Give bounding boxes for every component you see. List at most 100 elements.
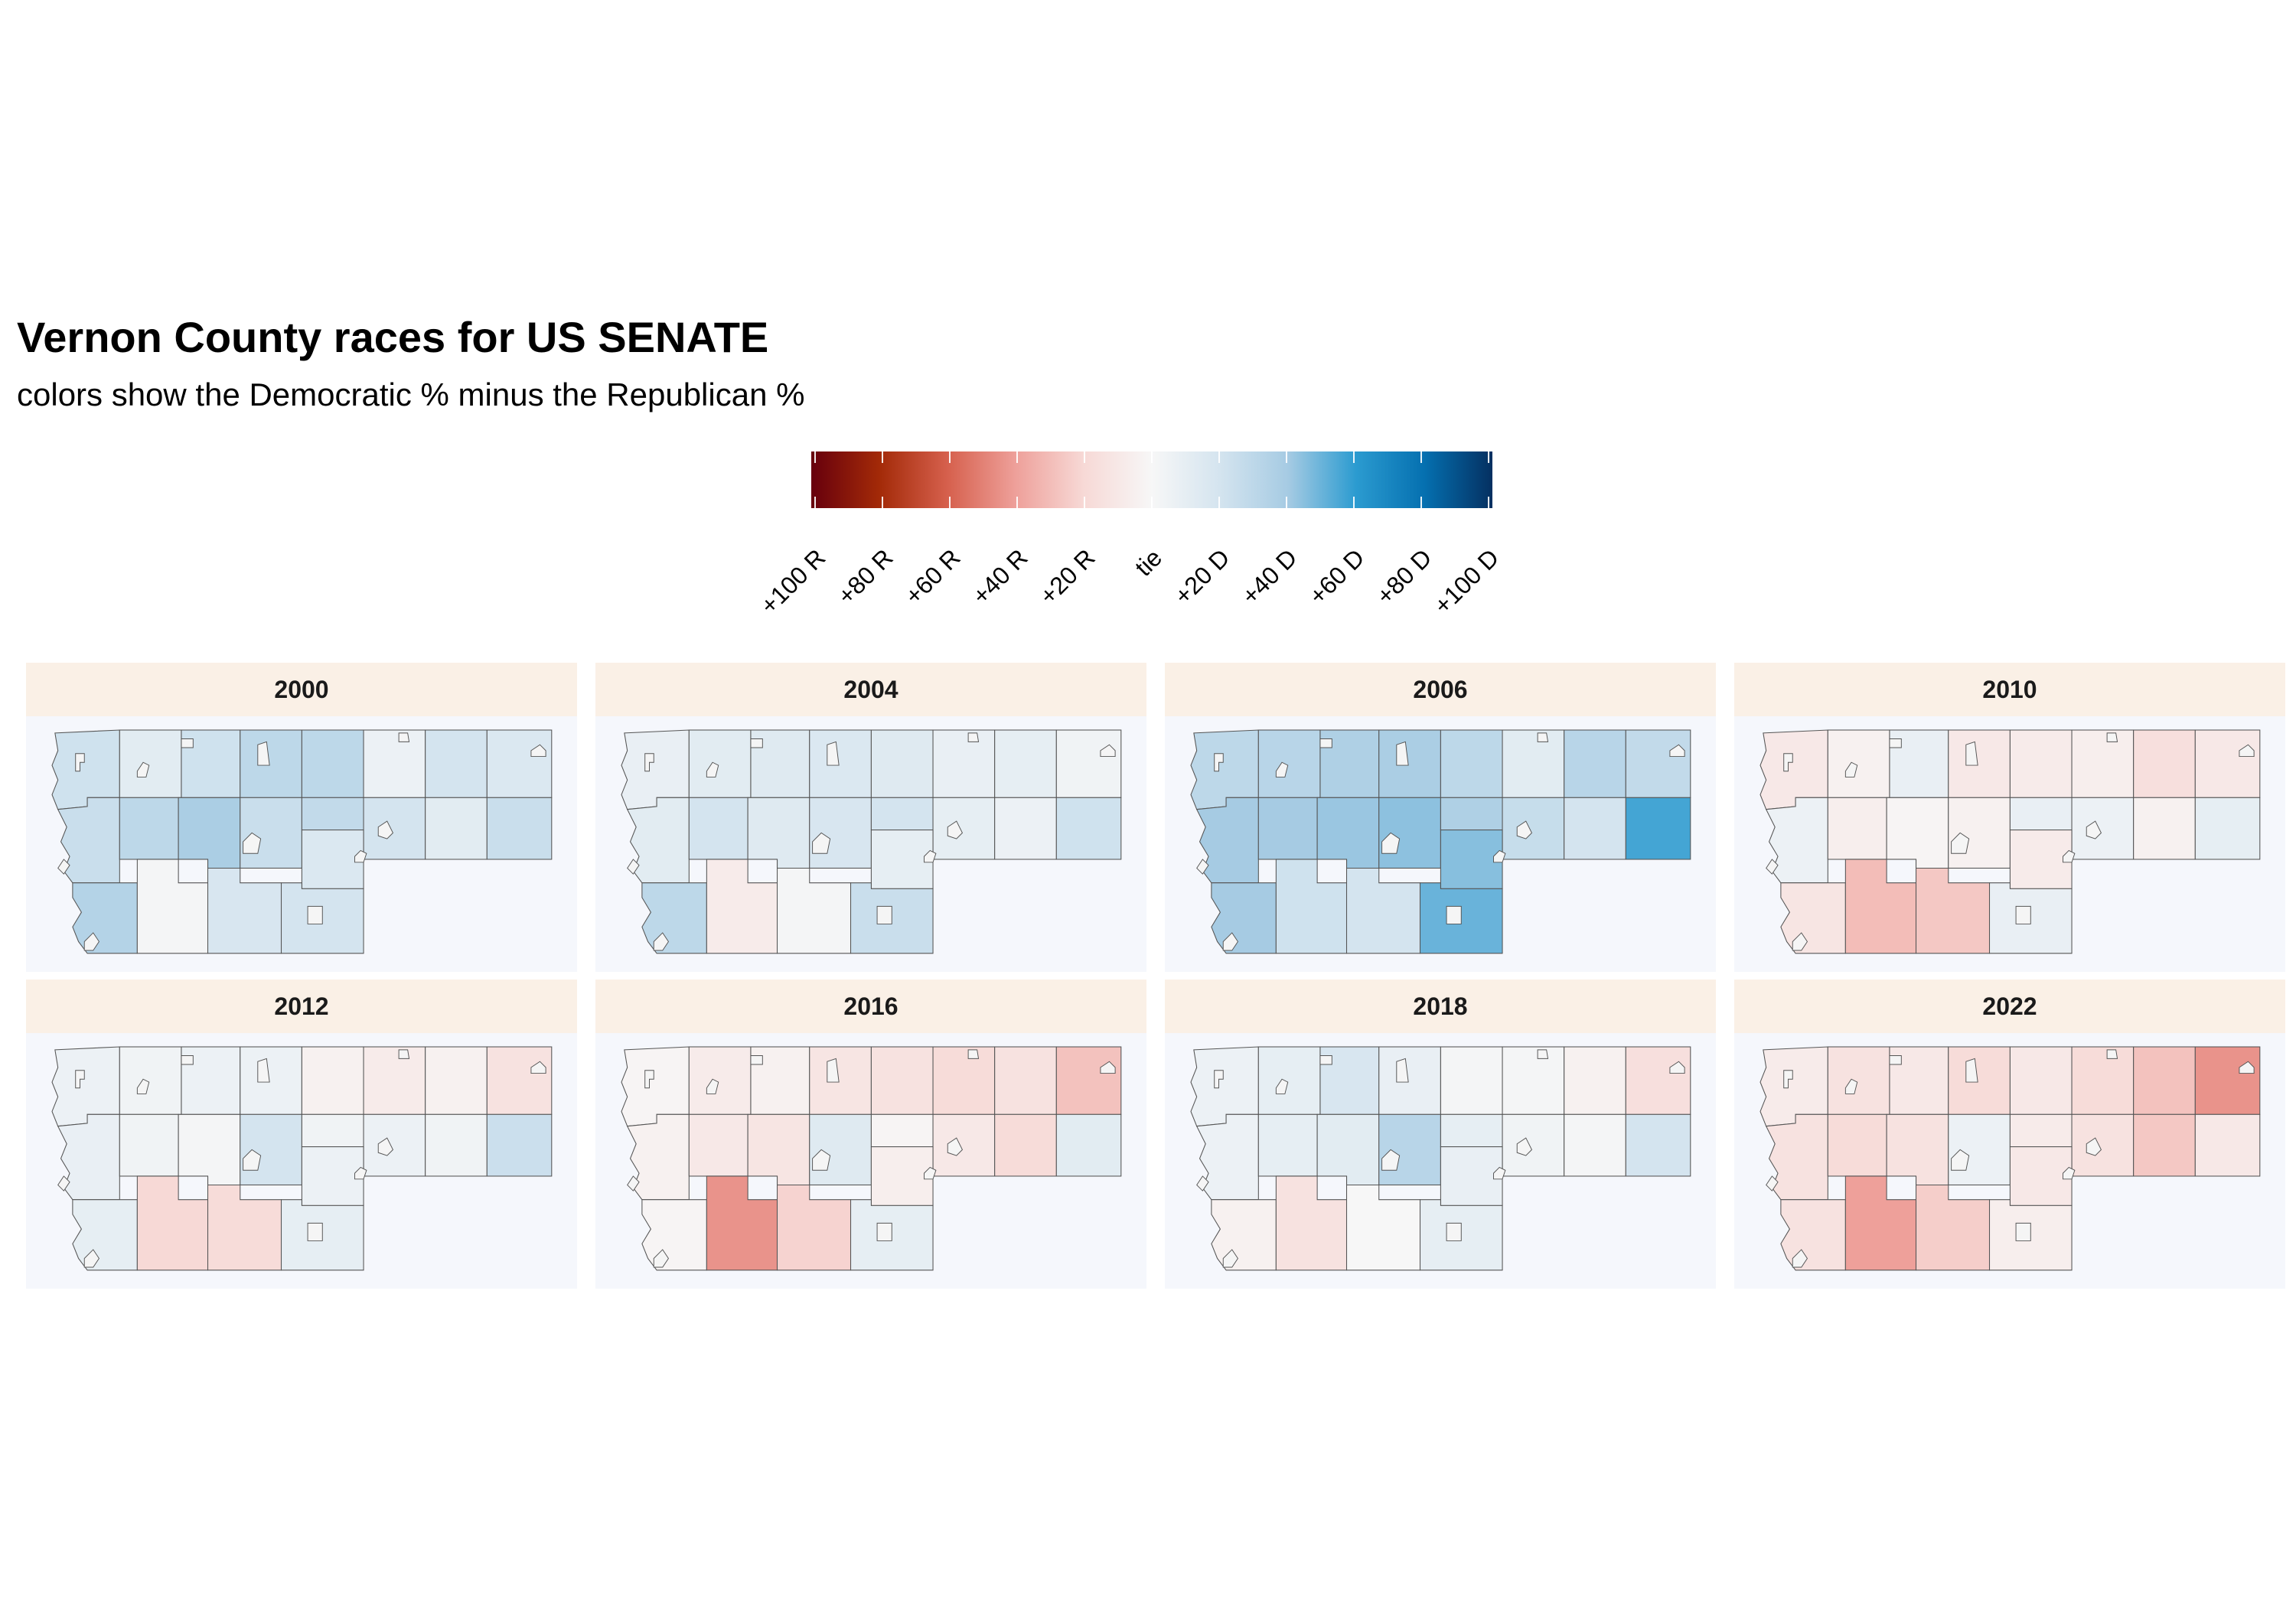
region-r18 (1844, 1175, 1917, 1271)
municipality-outline (1537, 1049, 1549, 1059)
legend-tick-mark (1420, 497, 1422, 508)
municipality-outline (354, 849, 367, 863)
region-r17 (1211, 882, 1277, 954)
region-r11 (178, 1113, 241, 1186)
municipality-outline (706, 1078, 719, 1094)
municipality-outline (1766, 1175, 1779, 1191)
municipality-outline (1381, 832, 1401, 854)
legend-tick-label: +20 D (1168, 543, 1235, 610)
region-r2 (119, 729, 182, 798)
region-r7 (1564, 1046, 1626, 1115)
legend-tick-mark (1353, 497, 1355, 508)
municipality-outline (967, 732, 980, 742)
region-r10 (688, 1113, 748, 1177)
municipality-outline (1965, 741, 1978, 766)
facet-strip-label: 2016 (595, 980, 1146, 1033)
municipality-outline (354, 1166, 367, 1180)
region-r2 (688, 1046, 752, 1115)
legend-tick-mark (882, 497, 883, 508)
municipality-outline (653, 1249, 670, 1268)
legend-tick-mark (814, 497, 816, 508)
municipality-outline (1222, 1249, 1239, 1268)
municipality-outline (257, 1058, 270, 1083)
facet-strip-label: 2022 (1734, 980, 2285, 1033)
region-r14 (1502, 797, 1565, 860)
region-r2 (1257, 729, 1321, 798)
municipality-outline (1196, 1175, 1209, 1191)
legend-tick-mark (1084, 451, 1085, 463)
region-r12 (1948, 1113, 2011, 1186)
region-r5 (2009, 1046, 2073, 1115)
municipality-outline (1446, 905, 1462, 924)
region-r16 (486, 797, 553, 860)
region-r7 (2133, 1046, 2196, 1115)
municipality-outline (1100, 744, 1116, 758)
region-r11 (178, 797, 241, 869)
region-r10 (1257, 797, 1318, 860)
municipality-outline (1275, 1078, 1289, 1094)
region-r5 (1440, 1046, 1503, 1115)
legend-tick-mark (1151, 451, 1153, 463)
facet-strip-label: 2010 (1734, 663, 2285, 716)
region-r6 (1502, 729, 1565, 798)
county-map (1760, 1046, 2261, 1271)
region-r17 (1211, 1199, 1277, 1271)
region-r11 (1886, 1113, 1949, 1186)
region-r6 (2071, 1046, 2135, 1115)
region-r5 (301, 1046, 364, 1115)
region-r16 (2194, 1113, 2261, 1177)
municipality-outline (398, 732, 410, 742)
region-r10 (1827, 1113, 1887, 1177)
region-r9 (1195, 1113, 1259, 1201)
municipality-outline (812, 832, 831, 854)
municipality-outline (1214, 753, 1224, 772)
county-map (1190, 729, 1691, 954)
region-r10 (1827, 797, 1887, 860)
map-panel-background (1165, 716, 1716, 972)
municipality-outline (812, 1149, 831, 1171)
region-r15 (1564, 797, 1626, 860)
chart-subtitle: colors show the Democratic % minus the R… (17, 376, 805, 412)
municipality-outline (627, 859, 640, 875)
region-r12 (809, 797, 872, 869)
legend-tick-label: +20 R (1033, 543, 1101, 610)
facet-panel-2006: 2006 (1165, 663, 1716, 972)
municipality-outline (750, 738, 763, 748)
municipality-outline (243, 1149, 262, 1171)
facet-panel-2022: 2022 (1734, 980, 2285, 1289)
region-r8 (486, 729, 553, 798)
municipality-outline (627, 1175, 640, 1191)
municipality-outline (75, 753, 85, 772)
municipality-outline (1381, 1149, 1401, 1171)
region-r9 (57, 1113, 120, 1201)
region-r13 (2009, 797, 2073, 831)
map-panel-background (26, 716, 577, 972)
region-r3 (181, 1046, 241, 1115)
region-r12 (1378, 797, 1441, 869)
legend-tick-mark (1218, 497, 1220, 508)
legend-tick-mark (1151, 497, 1153, 508)
region-r18 (706, 1175, 778, 1271)
municipality-outline (83, 1249, 100, 1268)
map-panel-background (595, 716, 1146, 972)
region-r10 (119, 1113, 179, 1177)
municipality-outline (1446, 1222, 1462, 1241)
region-r12 (240, 797, 302, 869)
legend-tick-label: +80 R (831, 543, 899, 610)
chart-title: Vernon County races for US SENATE (17, 313, 769, 361)
municipality-outline (1965, 1058, 1978, 1083)
municipality-outline (947, 820, 964, 839)
municipality-outline (1319, 738, 1332, 748)
region-r8 (1625, 729, 1691, 798)
region-r19 (1345, 1175, 1421, 1271)
municipality-outline (1951, 1149, 1970, 1171)
region-r2 (1827, 729, 1890, 798)
region-r10 (119, 797, 179, 860)
region-r17 (641, 882, 707, 954)
region-r18 (136, 1175, 209, 1271)
municipality-outline (947, 1137, 964, 1156)
region-r20 (870, 1146, 934, 1206)
legend-tick-mark (1016, 451, 1018, 463)
region-r12 (1948, 797, 2011, 869)
region-r4 (1948, 729, 2011, 798)
